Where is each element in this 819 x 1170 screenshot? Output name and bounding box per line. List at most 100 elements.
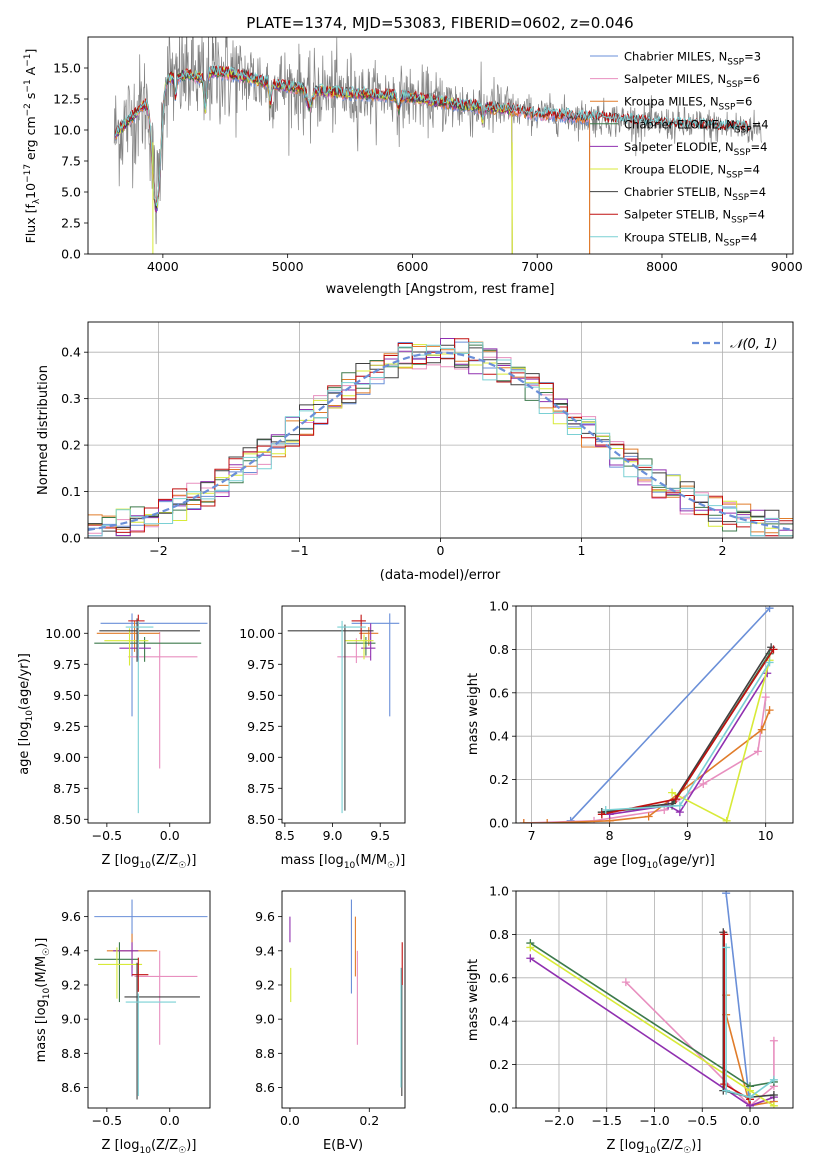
x-tick-label: −0.5 <box>687 1113 717 1128</box>
y-tick-label: 0.4 <box>61 345 81 360</box>
y-tick-label: 9.0 <box>255 1012 275 1027</box>
mass-weight-vs-metallicity-panel: −2.0 −1.5 −1.0 −0.5 0.0 0.0 0.2 0.4 0.6 0.8 1.0 Z [… <box>466 884 794 1156</box>
x-tick-label: 6000 <box>397 259 429 274</box>
legend-label: Kroupa MILES, NSSP=6 <box>624 95 752 113</box>
x-tick-label: −1.0 <box>639 1113 669 1128</box>
legend-label: Chabrier STELIB, NSSP=4 <box>624 185 766 203</box>
x-tick-label: 4000 <box>147 259 179 274</box>
y-tick-label: 2.5 <box>61 216 81 231</box>
y-tick-label: 9.6 <box>255 909 275 924</box>
axes-frame <box>87 890 211 1109</box>
age-vs-metallicity-panel: −0.5 0.0 8.50 8.75 9.00 9.25 9.50 9.75 10.00 Z [l… <box>17 605 211 871</box>
weight-marker-kroupa_miles <box>765 706 774 715</box>
weight-marker-kroupa_stelib <box>601 805 610 814</box>
y-tick-label: 0.2 <box>489 1057 509 1072</box>
legend-label: Chabrier MILES, NSSP=3 <box>624 50 761 68</box>
y-tick-label: 8.8 <box>255 1046 275 1061</box>
weight-marker-kroupa_miles <box>644 812 653 821</box>
y-axis-label: mass [log10(M/M☉)] <box>34 938 52 1063</box>
y-axis-label: mass weight <box>466 959 481 1041</box>
x-axis-label: (data-model)/error <box>380 568 501 583</box>
weight-marker-salpeter_miles <box>621 978 630 987</box>
x-tick-label: 7 <box>528 828 536 843</box>
x-axis-label: Z [log10(Z/Z☉)] <box>607 1138 702 1156</box>
y-tick-label: 0.8 <box>489 642 509 657</box>
weight-marker-kroupa_elodie <box>722 816 731 823</box>
x-tick-label: 9000 <box>771 259 803 274</box>
x-tick-label: 9 <box>684 828 692 843</box>
y-tick-label: 9.00 <box>53 750 81 765</box>
x-tick-label: 5000 <box>272 259 304 274</box>
legend-label: Salpeter MILES, NSSP=6 <box>624 72 760 90</box>
weight-marker-chabrier_miles <box>765 606 774 613</box>
y-tick-label: 10.0 <box>53 123 81 138</box>
y-tick-label: 0.2 <box>489 772 509 787</box>
legend-label: Kroupa ELODIE, NSSP=4 <box>624 163 760 181</box>
x-tick-label: 9.0 <box>323 828 343 843</box>
legend-label: Chabrier ELODIE, NSSP=4 <box>624 117 769 135</box>
axes-frame <box>281 890 406 1109</box>
model-spectrum-kroupa_stelib <box>115 64 750 207</box>
x-tick-label: −0.5 <box>92 828 122 843</box>
y-tick-label: 8.75 <box>53 781 81 796</box>
axes-frame <box>87 36 794 255</box>
x-tick-label: 0.0 <box>740 1113 760 1128</box>
axes-frame <box>515 605 794 824</box>
y-tick-label: 12.5 <box>53 92 81 107</box>
y-tick-label: 0.4 <box>489 729 509 744</box>
x-axis-label: E(B-V) <box>323 1138 363 1153</box>
y-tick-label: 9.75 <box>53 657 81 672</box>
y-tick-label: 0.1 <box>61 484 81 499</box>
weight-line-salpeter_miles <box>625 981 775 1107</box>
weight-marker-kroupa_stelib <box>746 1093 755 1102</box>
spectrum-panel: 4000 5000 6000 7000 8000 9000 0.0 2.5 5.0 7.5 10.0… <box>23 14 803 297</box>
y-tick-label: 0.0 <box>61 531 81 546</box>
residual-histogram-kroupa_stelib <box>88 342 793 537</box>
x-tick-label: 8.5 <box>275 828 295 843</box>
weight-line-kroupa_stelib <box>725 947 775 1099</box>
y-tick-label: 9.00 <box>247 750 275 765</box>
axes-frame <box>515 890 794 1109</box>
axes-frame <box>281 605 406 824</box>
y-tick-label: 9.4 <box>61 943 81 958</box>
weight-marker-salpeter_miles <box>761 693 770 702</box>
plot-area <box>94 899 208 1100</box>
mass-weight-vs-age-panel: 7 8 9 10 0.0 0.2 0.4 0.6 0.8 1.0 age [log10(age/yr… <box>466 599 794 871</box>
plot-area <box>287 613 400 814</box>
weight-marker-chabrier_stelib <box>769 1090 778 1099</box>
x-tick-label: −2.0 <box>544 1113 574 1128</box>
y-tick-label: 0.6 <box>489 970 509 985</box>
weight-marker-kroupa_stelib <box>769 1075 778 1084</box>
y-tick-label: 9.6 <box>61 909 81 924</box>
y-tick-label: 10.00 <box>45 626 81 641</box>
x-tick-label: 7000 <box>521 259 553 274</box>
y-tick-label: 8.8 <box>61 1046 81 1061</box>
y-tick-label: 10.00 <box>239 626 275 641</box>
y-tick-label: 0.0 <box>489 1101 509 1116</box>
x-tick-label: −0.5 <box>92 1113 122 1128</box>
weight-marker-kroupa_miles <box>543 819 552 823</box>
mass-vs-extinction-panel: 0.0 0.2 8.6 8.8 9.0 9.2 9.4 9.6 E(B-V) <box>255 890 406 1153</box>
weight-marker-salpeter_miles <box>769 1036 778 1045</box>
x-tick-label: −1 <box>290 543 308 558</box>
x-tick-label: 9.5 <box>370 828 390 843</box>
y-tick-label: 9.2 <box>255 977 275 992</box>
axes-frame <box>87 605 211 824</box>
y-tick-label: 9.50 <box>247 688 275 703</box>
weight-line-chabrier_stelib <box>722 932 774 1099</box>
legend-label: Salpeter ELODIE, NSSP=4 <box>624 140 767 158</box>
weight-marker-salpeter_stelib <box>769 645 778 654</box>
weight-line-salpeter_elodie <box>609 672 768 816</box>
y-tick-label: 0.3 <box>61 391 81 406</box>
y-tick-label: 9.25 <box>247 719 275 734</box>
y-tick-label: 8.6 <box>255 1080 275 1095</box>
y-axis-label: mass weight <box>466 673 481 755</box>
weight-marker-kroupa_stelib <box>722 943 731 952</box>
plot-area <box>526 891 778 1108</box>
y-tick-label: 8.6 <box>61 1080 81 1095</box>
x-tick-label: 0.2 <box>359 1113 379 1128</box>
weight-line-salpeter_elodie <box>529 957 775 1107</box>
plot-area <box>94 613 208 814</box>
x-tick-label: 10 <box>758 828 774 843</box>
